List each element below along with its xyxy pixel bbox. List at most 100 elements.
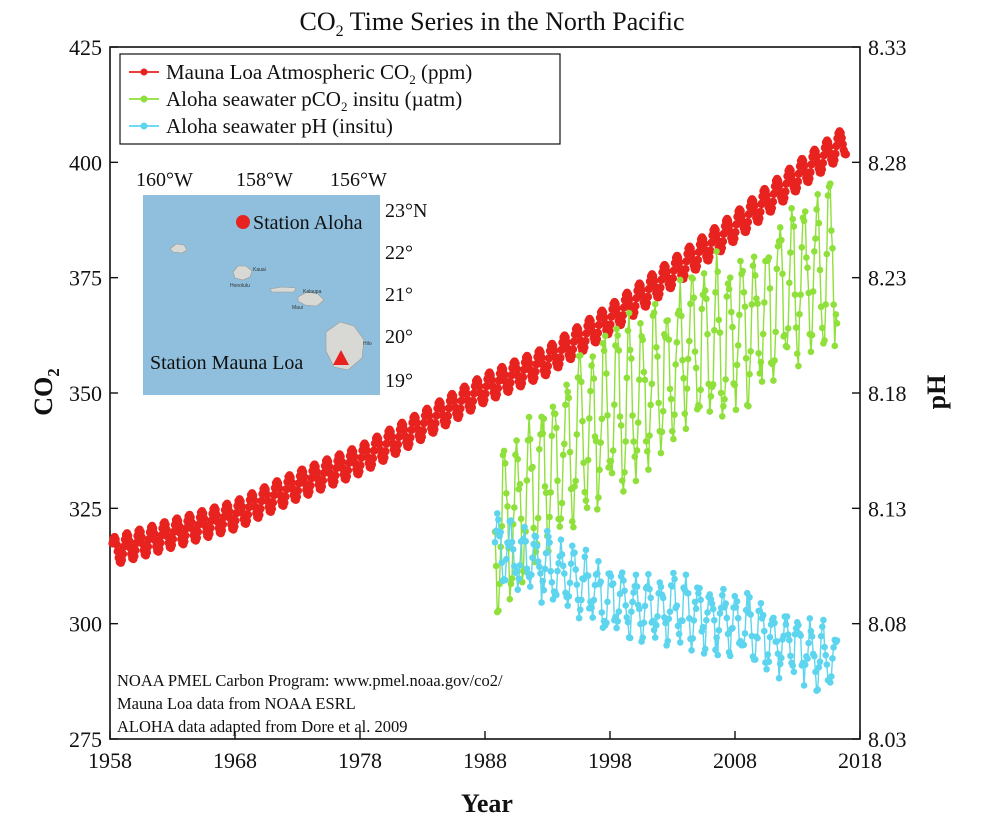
data-point-aloha-pco2 (690, 294, 698, 302)
data-point-aloha-pco2 (672, 361, 679, 368)
data-point-aloha-pco2 (670, 435, 677, 443)
series-aloha-pco2 (491, 180, 841, 616)
data-point-aloha-ph (646, 585, 653, 593)
data-point-aloha-ph (526, 583, 534, 591)
data-point-aloha-pco2 (665, 336, 673, 343)
data-point-aloha-pco2 (729, 323, 736, 331)
data-point-aloha-ph (712, 646, 719, 654)
data-point-mauna-loa (231, 516, 240, 525)
data-point-mauna-loa (318, 476, 328, 485)
data-point-aloha-ph (754, 634, 761, 642)
data-point-mauna-loa (499, 370, 509, 379)
data-point-aloha-ph (598, 609, 606, 616)
y-left-tick-label: 300 (69, 612, 102, 637)
data-point-aloha-pco2 (786, 279, 793, 287)
data-point-aloha-ph (566, 579, 574, 587)
data-point-aloha-pco2 (718, 413, 726, 420)
data-point-aloha-pco2 (563, 381, 570, 389)
data-point-mauna-loa (581, 336, 590, 346)
data-point-aloha-pco2 (586, 415, 593, 422)
data-point-mauna-loa (132, 538, 141, 548)
data-point-mauna-loa (662, 267, 671, 276)
data-point-aloha-ph (640, 619, 648, 627)
data-point-aloha-ph (826, 679, 834, 686)
data-point-aloha-ph (621, 587, 628, 595)
data-point-aloha-pco2 (789, 215, 797, 223)
data-point-mauna-loa (156, 538, 165, 548)
data-point-aloha-ph (805, 639, 812, 647)
data-point-mauna-loa (792, 183, 802, 193)
data-point-aloha-ph (828, 673, 835, 680)
data-point-aloha-pco2 (540, 415, 548, 423)
data-point-aloha-pco2 (728, 308, 735, 316)
data-point-aloha-ph (829, 655, 836, 662)
data-point-aloha-pco2 (813, 206, 820, 213)
data-point-aloha-pco2 (582, 497, 590, 504)
plot-area (108, 127, 851, 695)
data-point-mauna-loa (780, 193, 789, 203)
data-point-aloha-pco2 (529, 463, 536, 471)
data-point-mauna-loa (467, 403, 477, 412)
data-point-mauna-loa (656, 283, 665, 292)
data-point-aloha-ph (833, 637, 841, 644)
data-point-mauna-loa (474, 382, 484, 391)
legend-marker-aloha-pco2 (140, 95, 148, 103)
data-point-aloha-pco2 (608, 469, 616, 477)
data-point-aloha-ph (568, 542, 576, 550)
data-point-mauna-loa (767, 203, 777, 213)
data-point-aloha-ph (789, 662, 797, 669)
data-point-aloha-ph (558, 551, 566, 558)
y-left-tick-label: 375 (69, 266, 102, 291)
data-point-mauna-loa (369, 446, 379, 455)
data-point-mauna-loa (362, 446, 371, 455)
data-point-aloha-ph (684, 589, 692, 597)
data-point-aloha-ph (554, 567, 561, 575)
data-point-aloha-ph (751, 656, 759, 663)
data-point-mauna-loa (443, 411, 453, 421)
data-point-aloha-pco2 (682, 425, 690, 433)
data-point-aloha-pco2 (589, 353, 597, 360)
data-point-aloha-pco2 (722, 376, 729, 383)
data-point-aloha-ph (782, 621, 790, 628)
data-point-mauna-loa (730, 234, 739, 243)
data-point-mauna-loa (131, 546, 140, 555)
map-lat-label-20: 20° (385, 326, 413, 348)
data-point-aloha-pco2 (613, 325, 620, 333)
data-point-aloha-pco2 (556, 523, 564, 530)
data-point-mauna-loa (382, 439, 391, 448)
data-point-aloha-ph (497, 528, 504, 536)
data-point-aloha-ph (597, 578, 604, 585)
data-point-aloha-ph (709, 605, 717, 613)
data-point-mauna-loa (768, 197, 778, 206)
data-point-aloha-ph (665, 615, 673, 623)
data-point-aloha-pco2 (639, 336, 647, 344)
data-point-aloha-pco2 (513, 437, 520, 444)
data-point-aloha-ph (766, 633, 774, 641)
data-point-mauna-loa (430, 425, 439, 434)
data-point-aloha-ph (823, 661, 831, 668)
data-point-aloha-ph (812, 668, 819, 676)
data-point-mauna-loa (637, 285, 646, 295)
data-point-mauna-loa (274, 484, 284, 493)
data-point-aloha-pco2 (755, 349, 762, 357)
data-point-aloha-pco2 (703, 295, 710, 303)
data-point-mauna-loa (482, 382, 491, 391)
y-left-tick-label: 425 (69, 35, 102, 60)
data-point-aloha-ph (538, 599, 545, 606)
data-point-mauna-loa (532, 359, 541, 369)
data-point-aloha-ph (699, 623, 707, 631)
data-point-mauna-loa (762, 191, 771, 200)
data-point-mauna-loa (249, 496, 259, 505)
data-point-aloha-pco2 (573, 431, 581, 438)
data-point-mauna-loa (841, 150, 851, 159)
data-point-aloha-ph (787, 652, 794, 660)
data-point-aloha-ph (522, 537, 529, 545)
legend-entry-aloha-pco2: Aloha seawater pCO2 insitu (µatm) (129, 87, 462, 114)
data-point-aloha-pco2 (507, 580, 515, 588)
data-point-aloha-ph (620, 577, 627, 584)
data-point-aloha-ph (582, 546, 590, 554)
data-point-aloha-pco2 (631, 453, 639, 460)
data-point-aloha-ph (575, 614, 583, 622)
data-point-aloha-ph (732, 604, 740, 611)
data-point-aloha-ph (536, 563, 543, 571)
